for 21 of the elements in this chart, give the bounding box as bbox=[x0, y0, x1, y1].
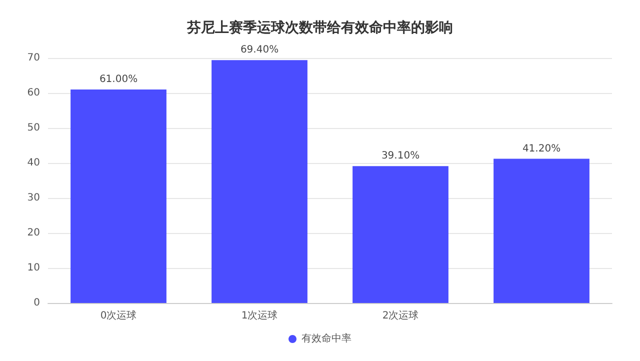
chart-title: 芬尼上赛季运球次数带给有效命中率的影响 bbox=[186, 19, 453, 36]
y-tick-label: 20 bbox=[27, 228, 40, 238]
data-label: 41.20% bbox=[522, 143, 561, 154]
bar bbox=[212, 60, 308, 303]
bar bbox=[352, 166, 448, 303]
y-tick-label: 70 bbox=[27, 52, 40, 64]
bar bbox=[70, 90, 166, 303]
data-label: 39.10% bbox=[381, 150, 420, 162]
data-label: 69.40% bbox=[240, 44, 279, 56]
x-tick-label: 0次运球 bbox=[100, 310, 137, 322]
x-tick-label: 1次运球 bbox=[241, 310, 278, 322]
data-label: 61.00% bbox=[99, 74, 138, 85]
y-tick-label: 40 bbox=[27, 158, 40, 168]
bar bbox=[494, 158, 590, 303]
y-tick-label: 10 bbox=[27, 262, 40, 274]
y-tick-label: 50 bbox=[27, 122, 40, 134]
x-tick-label: 2次运球 bbox=[382, 310, 419, 322]
y-tick-label: 30 bbox=[27, 192, 40, 204]
legend-label: 有效命中率 bbox=[302, 332, 352, 344]
y-tick-label: 0 bbox=[34, 298, 40, 308]
y-tick-label: 60 bbox=[27, 88, 40, 98]
